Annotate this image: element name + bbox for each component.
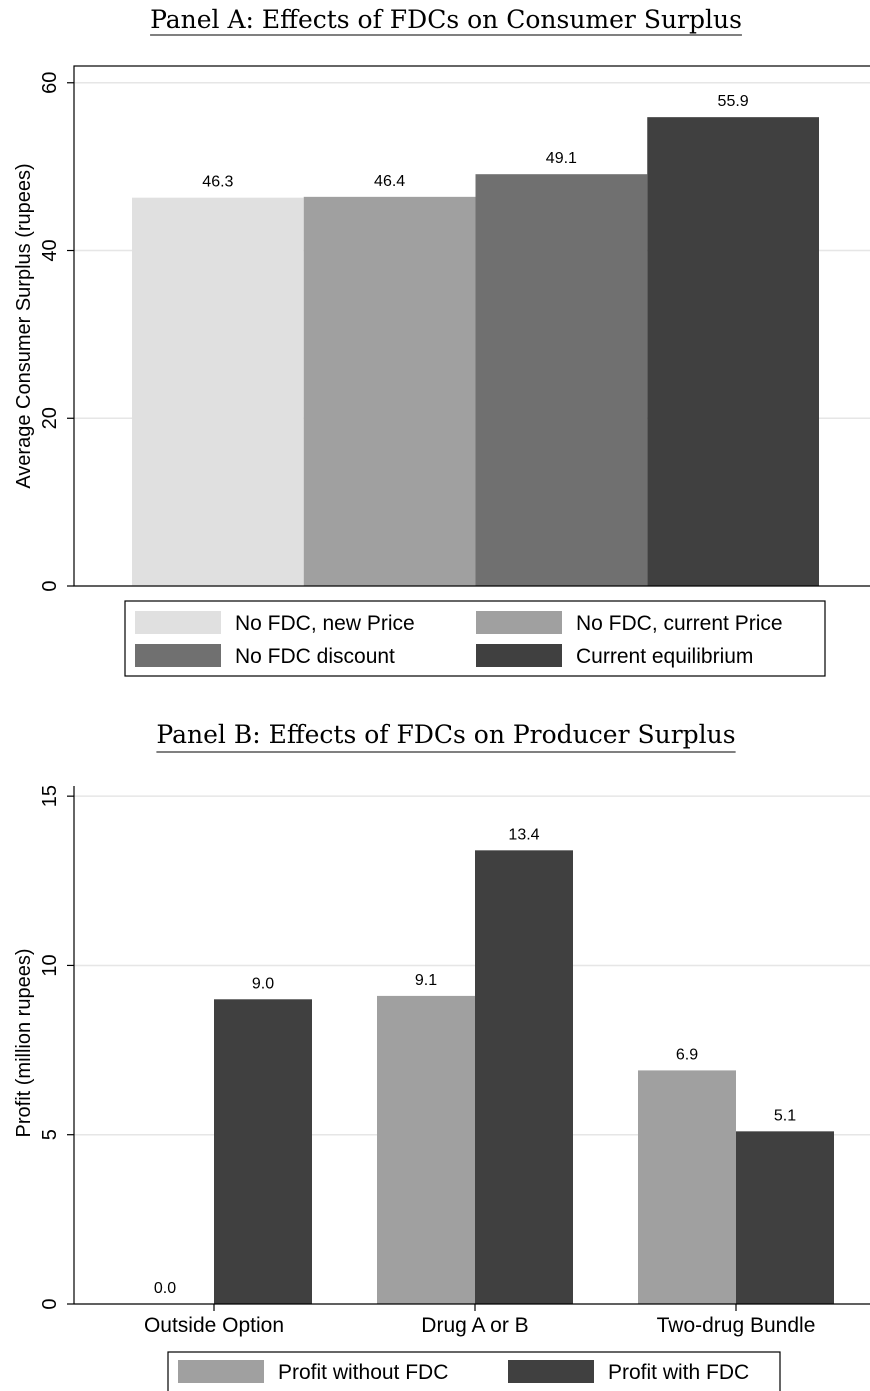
panel-a-y-axis-title: Average Consumer Surplus (rupees) [13, 163, 35, 488]
panel-a-plot-frame [73, 65, 870, 587]
panel-b-bar [214, 999, 312, 1304]
panel-a-y-tick-label: 60 [39, 72, 61, 94]
panel-a-y-tick-label: 40 [39, 239, 61, 261]
panel-a-y-tick-label: 0 [39, 580, 61, 591]
panel-a-legend-swatch [135, 611, 221, 634]
panel-a-title: Panel A: Effects of FDCs on Consumer Sur… [150, 5, 742, 34]
panel-a-bar [132, 197, 304, 586]
panel-b-y-ticks: 0 5 10 15 [39, 785, 74, 1310]
panel-b-legend-swatch [178, 1360, 264, 1383]
panel-a-y-ticks: 0 20 40 60 [39, 72, 74, 592]
panel-b-legend-label: Profit with FDC [608, 1361, 749, 1384]
panel-a-data-label: 46.4 [374, 173, 405, 190]
panel-b-data-labels: 0.0 9.0 9.1 13.4 6.9 5.1 [154, 826, 796, 1297]
panel-b-data-label: 5.1 [774, 1107, 796, 1124]
panel-b-title: Panel B: Effects of FDCs on Producer Sur… [156, 720, 735, 749]
panel-a-consumer-surplus: Panel A: Effects of FDCs on Consumer Sur… [13, 5, 870, 677]
panel-a-data-label: 49.1 [546, 150, 577, 167]
panel-b-bar [475, 850, 573, 1304]
panel-b-data-label: 13.4 [508, 826, 539, 843]
panel-a-data-labels: 46.3 46.4 49.1 55.9 [202, 93, 748, 191]
panel-a-bar [303, 196, 476, 586]
panel-a-y-tick-label: 20 [39, 407, 61, 429]
panel-a-legend-label: No FDC discount [235, 645, 395, 668]
panel-a-legend-swatch [135, 644, 221, 667]
panel-a-legend-swatch [476, 644, 562, 667]
panel-b-data-label: 6.9 [676, 1046, 698, 1063]
panel-b-category-label: Two-drug Bundle [657, 1314, 816, 1337]
panel-b-category-label: Drug A or B [421, 1314, 528, 1337]
panel-b-y-tick-label: 5 [39, 1129, 61, 1140]
panel-a-legend: No FDC, new Price No FDC, current Price No… [124, 600, 826, 677]
panel-b-legend-swatch [508, 1360, 594, 1383]
panel-b-data-label: 9.1 [415, 972, 437, 989]
panel-b-bars [214, 850, 834, 1304]
panel-a-bar [475, 174, 648, 586]
panel-a-legend-label: No FDC, current Price [576, 612, 783, 635]
panel-a-legend-swatch [476, 611, 562, 634]
panel-a-legend-label: Current equilibrium [576, 645, 753, 668]
panel-a-bars [132, 117, 819, 587]
panel-a-legend-label: No FDC, new Price [235, 612, 415, 635]
panel-b-y-tick-label: 10 [39, 954, 61, 976]
panel-a-bar [647, 117, 819, 587]
panel-b-category-labels: Outside Option Drug A or B Two-drug Bundle [144, 1304, 815, 1337]
panel-b-bar [638, 1070, 736, 1304]
panel-a-data-label: 55.9 [718, 93, 749, 110]
panel-b-data-label: 0.0 [154, 1280, 176, 1297]
panel-b-category-label: Outside Option [144, 1314, 284, 1337]
panel-b-producer-surplus: Panel B: Effects of FDCs on Producer Sur… [13, 720, 870, 1391]
panel-b-y-tick-label: 15 [39, 785, 61, 807]
panel-b-legend: Profit without FDC Profit with FDC [167, 1351, 781, 1391]
panel-b-y-axis-title: Profit (million rupees) [13, 949, 35, 1138]
panel-b-bar [377, 995, 475, 1304]
panel-b-bar [736, 1131, 834, 1304]
panel-b-data-label: 9.0 [252, 975, 274, 992]
panel-a-data-label: 46.3 [202, 174, 233, 191]
panel-b-y-tick-label: 0 [39, 1298, 61, 1309]
panel-b-legend-label: Profit without FDC [278, 1361, 448, 1384]
panel-a-legend-box [124, 600, 826, 677]
panel-b-legend-box [167, 1351, 781, 1391]
